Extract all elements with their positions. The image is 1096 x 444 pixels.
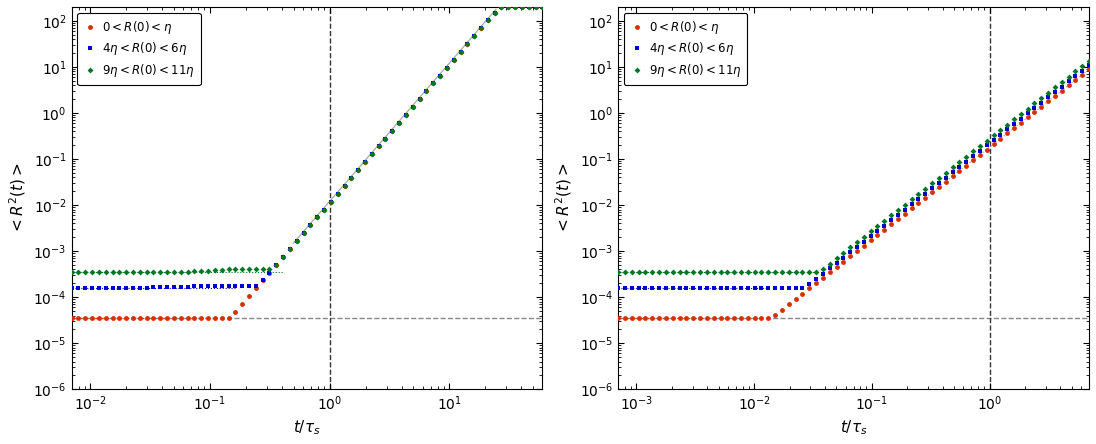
$9\eta <R(0)< 11\eta$ <box>1014 111 1027 117</box>
X-axis label: $t / \tau_s$: $t / \tau_s$ <box>840 418 867 437</box>
$9\eta <R(0)< 11\eta$ <box>1007 117 1020 122</box>
$0 <R(0)< \eta$ <box>208 315 221 321</box>
$0 <R(0)< \eta$ <box>468 34 481 39</box>
$0 <R(0)< \eta$ <box>721 316 734 321</box>
$0 <R(0)< \eta$ <box>65 316 78 321</box>
$9\eta <R(0)< 11\eta$ <box>755 270 768 275</box>
$9\eta <R(0)< 11\eta$ <box>468 34 481 39</box>
$4\eta <R(0)< 6\eta$ <box>1083 63 1096 68</box>
$4\eta <R(0)< 6\eta$ <box>174 284 187 289</box>
$9\eta <R(0)< 11\eta$ <box>460 41 473 47</box>
$9\eta <R(0)< 11\eta$ <box>734 270 747 275</box>
$4\eta <R(0)< 6\eta$ <box>755 285 768 290</box>
Y-axis label: $< R^2(t) >$: $< R^2(t) >$ <box>553 162 574 234</box>
$0 <R(0)< \eta$ <box>174 315 187 321</box>
$0 <R(0)< \eta$ <box>1014 120 1027 126</box>
$0 <R(0)< \eta$ <box>612 316 625 321</box>
$4\eta <R(0)< 6\eta$ <box>734 285 747 290</box>
$9\eta <R(0)< 11\eta$ <box>1083 58 1096 63</box>
$0 <R(0)< \eta$ <box>871 232 884 238</box>
$4\eta <R(0)< 6\eta$ <box>495 4 509 10</box>
$9\eta <R(0)< 11\eta$ <box>495 4 509 10</box>
$9\eta <R(0)< 11\eta$ <box>612 270 625 275</box>
$9\eta <R(0)< 11\eta$ <box>871 223 884 229</box>
$0 <R(0)< \eta$ <box>126 315 139 321</box>
$9\eta <R(0)< 11\eta$ <box>208 268 221 273</box>
Legend: $0 <R(0)< \eta$, $4\eta <R(0)< 6\eta$, $9\eta <R(0)< 11\eta$: $0 <R(0)< \eta$, $4\eta <R(0)< 6\eta$, $… <box>78 13 201 85</box>
$0 <R(0)< \eta$ <box>324 199 338 204</box>
Y-axis label: $< R^2(t) >$: $< R^2(t) >$ <box>7 162 27 234</box>
$9\eta <R(0)< 11\eta$ <box>324 199 338 204</box>
$9\eta <R(0)< 11\eta$ <box>65 270 78 275</box>
$4\eta <R(0)< 6\eta$ <box>536 4 549 10</box>
Line: $0 <R(0)< \eta$: $0 <R(0)< \eta$ <box>616 67 1092 321</box>
$4\eta <R(0)< 6\eta$ <box>1007 122 1020 127</box>
$4\eta <R(0)< 6\eta$ <box>65 285 78 290</box>
Line: $4\eta <R(0)< 6\eta$: $4\eta <R(0)< 6\eta$ <box>69 5 545 290</box>
$0 <R(0)< \eta$ <box>1083 67 1096 72</box>
$4\eta <R(0)< 6\eta$ <box>612 285 625 290</box>
$0 <R(0)< \eta$ <box>460 41 473 47</box>
$9\eta <R(0)< 11\eta$ <box>174 269 187 274</box>
Line: $0 <R(0)< \eta$: $0 <R(0)< \eta$ <box>69 5 545 321</box>
$4\eta <R(0)< 6\eta$ <box>468 34 481 39</box>
$4\eta <R(0)< 6\eta$ <box>1014 116 1027 122</box>
Legend: $0 <R(0)< \eta$, $4\eta <R(0)< 6\eta$, $9\eta <R(0)< 11\eta$: $0 <R(0)< \eta$, $4\eta <R(0)< 6\eta$, $… <box>624 13 747 85</box>
$0 <R(0)< \eta$ <box>495 4 509 10</box>
Line: $9\eta <R(0)< 11\eta$: $9\eta <R(0)< 11\eta$ <box>616 59 1092 274</box>
$4\eta <R(0)< 6\eta$ <box>208 284 221 289</box>
$4\eta <R(0)< 6\eta$ <box>324 199 338 204</box>
$9\eta <R(0)< 11\eta$ <box>126 270 139 275</box>
$0 <R(0)< \eta$ <box>536 4 549 10</box>
X-axis label: $t / \tau_s$: $t / \tau_s$ <box>294 418 321 437</box>
$0 <R(0)< \eta$ <box>755 316 768 321</box>
$0 <R(0)< \eta$ <box>734 316 747 321</box>
$4\eta <R(0)< 6\eta$ <box>460 41 473 47</box>
Line: $9\eta <R(0)< 11\eta$: $9\eta <R(0)< 11\eta$ <box>69 5 545 274</box>
Line: $4\eta <R(0)< 6\eta$: $4\eta <R(0)< 6\eta$ <box>616 63 1092 290</box>
$4\eta <R(0)< 6\eta$ <box>871 228 884 234</box>
$9\eta <R(0)< 11\eta$ <box>721 270 734 275</box>
$4\eta <R(0)< 6\eta$ <box>721 285 734 290</box>
$0 <R(0)< \eta$ <box>1007 126 1020 131</box>
$9\eta <R(0)< 11\eta$ <box>536 4 549 10</box>
$4\eta <R(0)< 6\eta$ <box>126 285 139 290</box>
